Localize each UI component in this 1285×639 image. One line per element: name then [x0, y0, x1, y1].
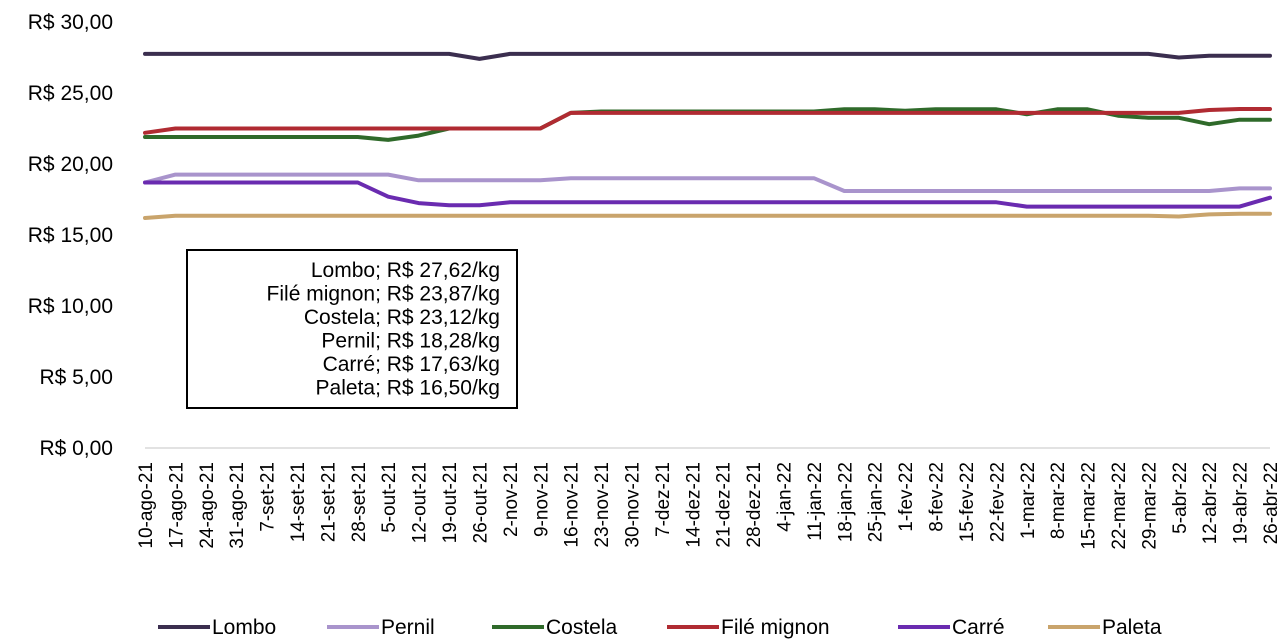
y-tick-label: R$ 20,00: [28, 153, 113, 176]
x-tick-label: 17-ago-21: [166, 462, 187, 549]
series-line-lombo: [143, 51, 1272, 61]
x-tick-label: 16-nov-21: [562, 462, 583, 548]
legend-label: Filé mignon: [721, 616, 830, 639]
x-tick-label: 11-jan-22: [805, 462, 826, 541]
x-tick-label: 31-ago-21: [227, 462, 248, 549]
annotation-line: Carré; R$ 17,63/kg: [323, 353, 500, 376]
series-line-carr-: [143, 180, 1272, 209]
x-tick-label: 24-ago-21: [197, 462, 218, 549]
x-tick-label: 8-fev-22: [927, 462, 948, 532]
annotation-line: Pernil; R$ 18,28/kg: [321, 330, 500, 353]
x-tick-label: 19-abr-22: [1231, 462, 1252, 544]
x-tick-label: 15-fev-22: [957, 462, 978, 542]
x-tick-label: 5-out-21: [379, 462, 400, 533]
x-tick-label: 29-mar-22: [1139, 462, 1160, 550]
x-tick-label: 2-nov-21: [501, 462, 522, 537]
x-tick-label: 28-dez-21: [744, 462, 765, 548]
legend-label: Pernil: [381, 616, 435, 639]
y-tick-label: R$ 15,00: [28, 224, 113, 247]
series-line-fil-mignon: [143, 107, 1272, 135]
x-tick-label: 12-out-21: [410, 462, 431, 543]
x-tick-label: 21-dez-21: [714, 462, 735, 548]
x-tick-label: 25-jan-22: [866, 462, 887, 542]
x-tick-label: 14-set-21: [288, 462, 309, 542]
x-tick-label: 14-dez-21: [683, 462, 704, 548]
annotation-line: Lombo; R$ 27,62/kg: [311, 259, 500, 282]
x-tick-label: 7-set-21: [258, 462, 279, 532]
x-tick-label: 26-abr-22: [1261, 462, 1282, 544]
legend-label: Carré: [952, 616, 1005, 639]
x-tick-label: 10-ago-21: [136, 462, 157, 549]
x-axis: 10-ago-21 17-ago-21 24-ago-21 31-ago-21 7-se…: [136, 447, 1282, 550]
annotation-frame: [186, 249, 518, 409]
x-tick-label: 26-out-21: [470, 462, 491, 543]
x-tick-label: 8-mar-22: [1048, 462, 1069, 539]
x-tick-label: 30-nov-21: [622, 462, 643, 548]
x-tick-label: 5-abr-22: [1170, 462, 1191, 534]
x-tick-label: 23-nov-21: [592, 462, 613, 548]
annotation-line: Costela; R$ 23,12/kg: [304, 306, 500, 329]
x-tick-label: 19-out-21: [440, 462, 461, 543]
legend-label: Paleta: [1102, 616, 1162, 639]
y-tick-label: R$ 0,00: [39, 437, 113, 460]
x-tick-label: 15-mar-22: [1079, 462, 1100, 550]
y-tick-label: R$ 25,00: [28, 82, 113, 105]
annotation-line: Filé mignon; R$ 23,87/kg: [267, 283, 500, 306]
legend-label: Costela: [546, 616, 618, 639]
x-tick-label: 22-mar-22: [1109, 462, 1130, 550]
x-tick-label: 1-mar-22: [1018, 462, 1039, 539]
series-line-paleta: [143, 211, 1272, 220]
annotation-line: Paleta; R$ 16,50/kg: [316, 377, 500, 400]
y-tick-label: R$ 30,00: [28, 11, 113, 34]
x-tick-label: 18-jan-22: [835, 462, 856, 542]
y-tick-label: R$ 10,00: [28, 295, 113, 318]
x-tick-label: 4-jan-22: [775, 462, 796, 532]
legend-label: Lombo: [212, 616, 276, 639]
x-tick-label: 7-dez-21: [653, 462, 674, 537]
x-tick-label: 22-fev-22: [987, 462, 1008, 542]
series-group: [143, 51, 1272, 220]
series-line-pernil: [143, 172, 1272, 193]
x-tick-label: 28-set-21: [349, 462, 370, 542]
x-tick-label: 12-abr-22: [1200, 462, 1221, 544]
legend: Lombo Pernil Costela Filé mignon Carré Paleta: [158, 616, 1162, 639]
x-tick-label: 1-fev-22: [896, 462, 917, 532]
x-tick-label: 9-nov-21: [531, 462, 552, 537]
y-tick-label: R$ 5,00: [39, 366, 113, 389]
x-tick-label: 21-set-21: [318, 462, 339, 542]
y-axis: R$ 0,00 R$ 5,00 R$ 10,00 R$ 15,00 R$ 20,00 R$…: [28, 11, 113, 460]
